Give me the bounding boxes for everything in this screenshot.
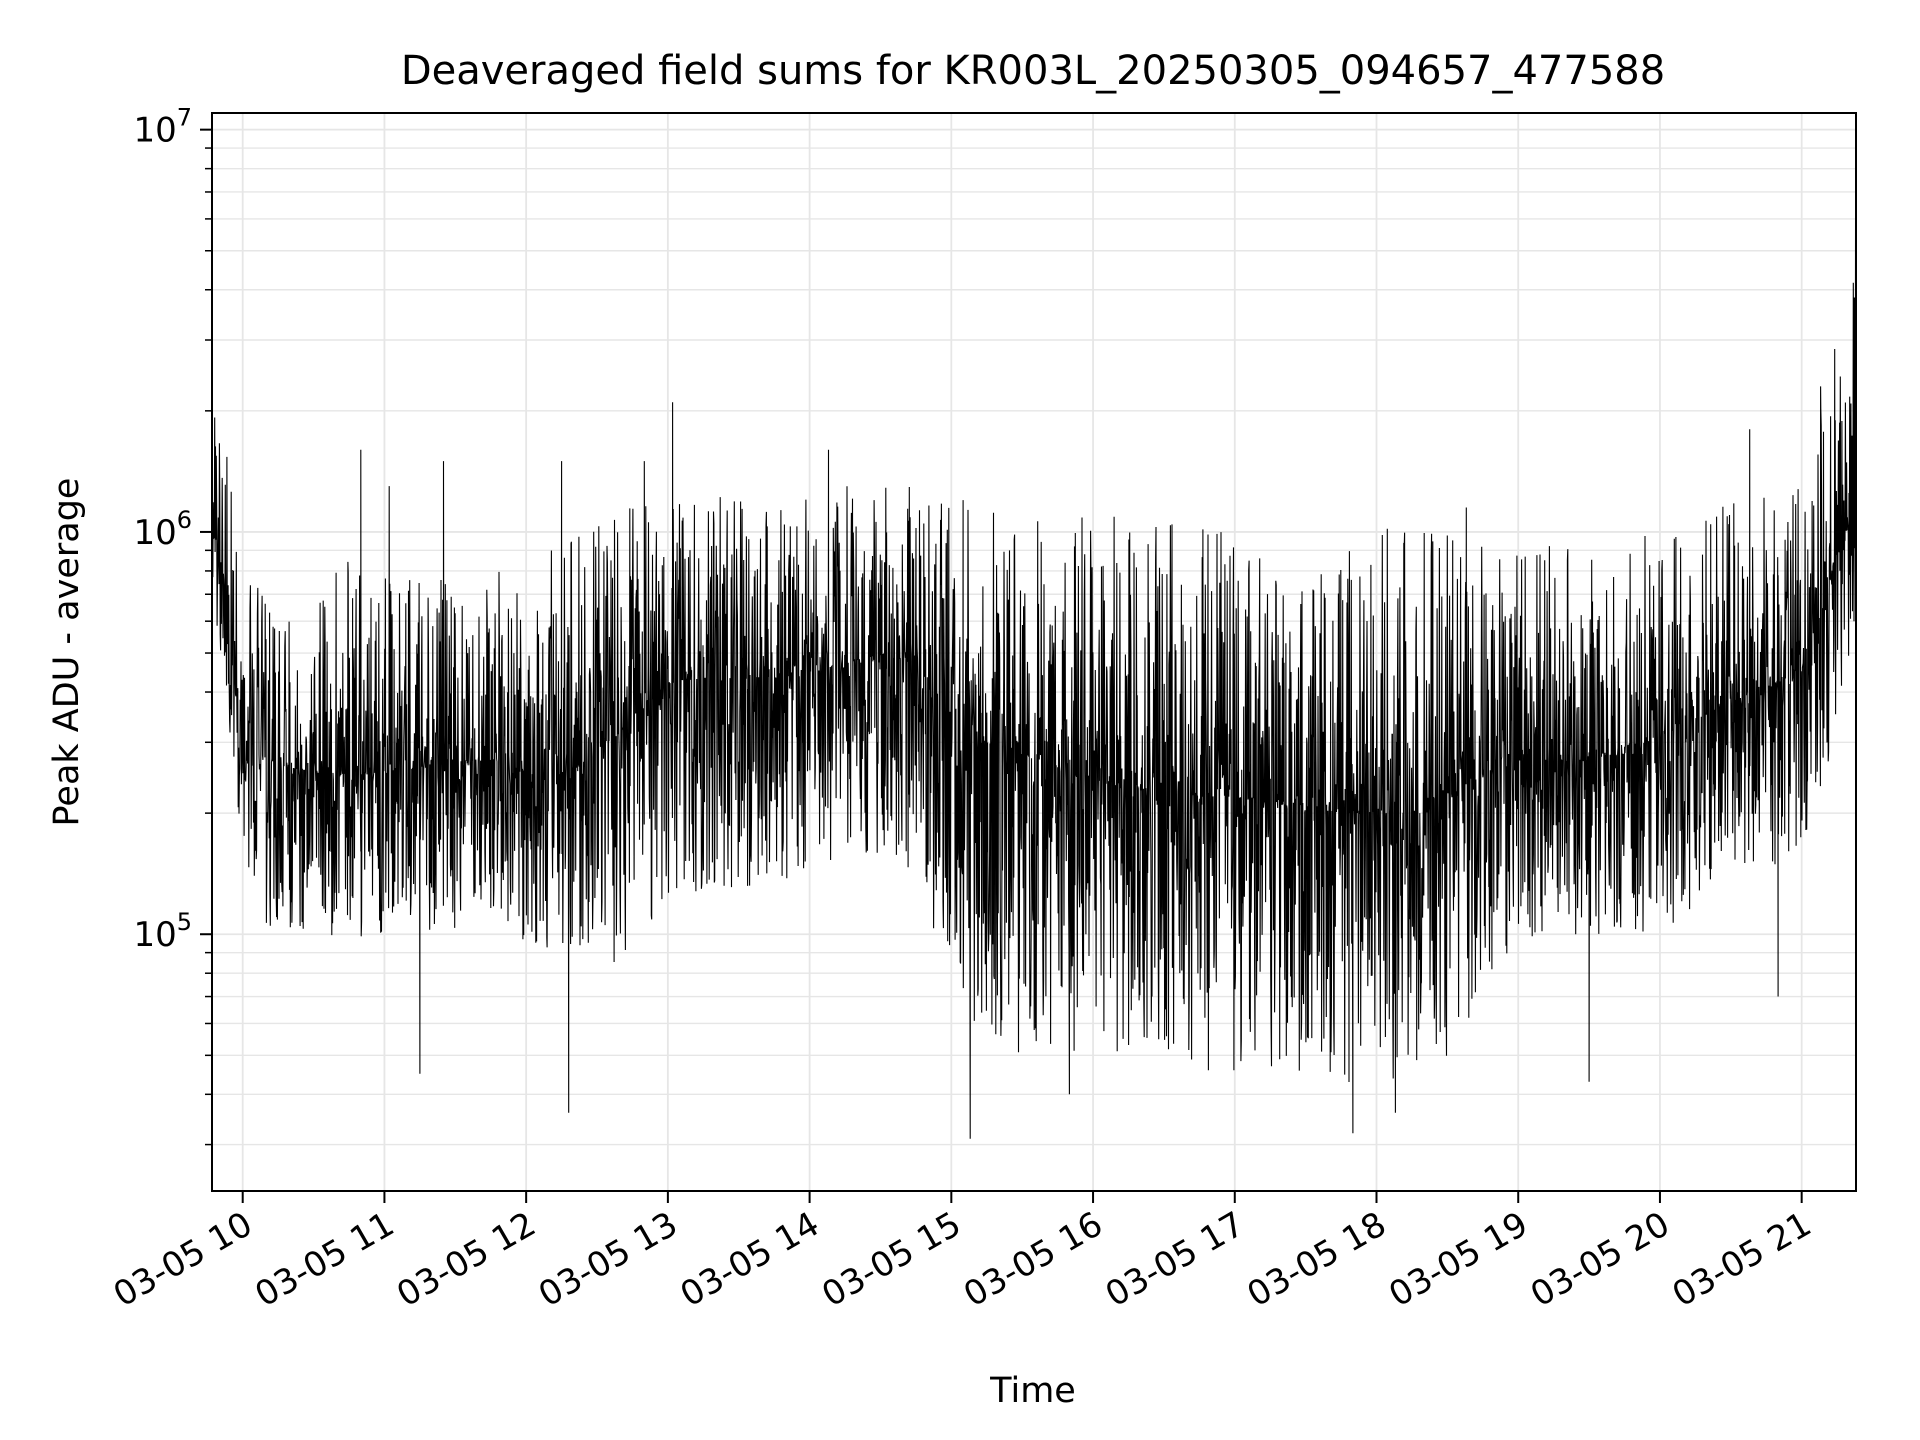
data-series [212,158,1856,1139]
chart-title: Deaveraged field sums for KR003L_2025030… [401,48,1665,94]
y-tick-label: 105 [133,908,192,955]
y-tick-label: 106 [133,506,192,553]
y-axis: 105 106 107 [133,104,212,1146]
plot-frame [211,112,1857,1192]
y-tick-label: 107 [133,104,192,151]
y-axis-label: Peak ADU - average [47,478,87,827]
series-line [212,158,1856,1139]
x-axis-label: Time [989,1371,1076,1411]
